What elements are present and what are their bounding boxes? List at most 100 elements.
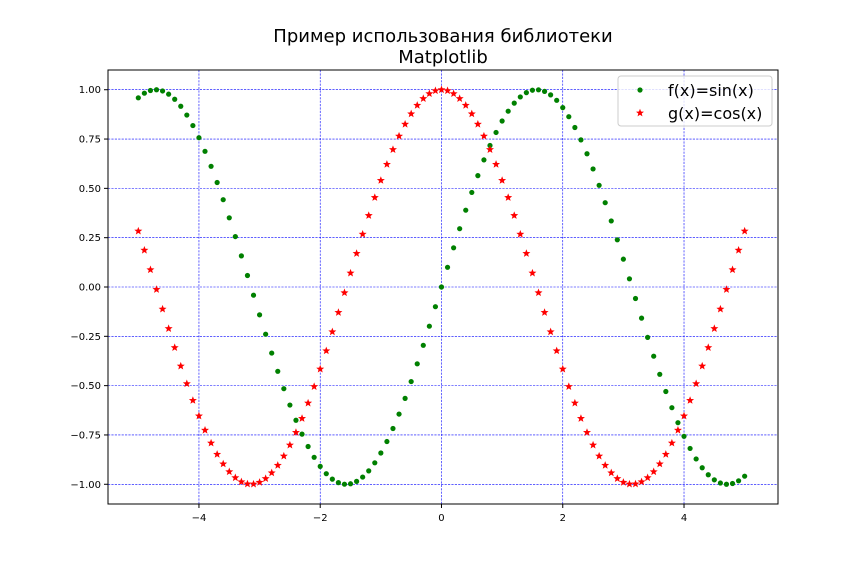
cos-data-point [479, 131, 488, 140]
cos-data-point [358, 230, 367, 238]
chart-title-line-2: Matplotlib [398, 47, 488, 68]
cos-data-point [540, 308, 549, 316]
cos-data-point [546, 327, 555, 336]
y-tick-label: −0.50 [70, 381, 101, 392]
sin-data-point [566, 114, 572, 120]
sin-data-point [384, 438, 390, 445]
cos-data-point [207, 438, 216, 447]
series-cos [134, 85, 749, 488]
sin-data-point [226, 215, 232, 221]
sin-data-point [548, 92, 554, 98]
sin-data-point [432, 304, 439, 310]
sin-data-point [323, 471, 329, 477]
sin-data-point [408, 378, 414, 385]
sin-data-point [626, 276, 633, 282]
sin-data-point [311, 454, 317, 460]
y-tick-label: 0.75 [79, 135, 101, 146]
sin-data-point [693, 456, 699, 462]
data-series [134, 85, 749, 488]
sin-data-point [147, 87, 154, 94]
cos-data-point [407, 109, 416, 118]
cos-data-point [631, 479, 640, 488]
sin-data-point [426, 323, 432, 329]
sin-data-point [499, 118, 505, 124]
sin-data-point [723, 481, 730, 487]
sin-data-point [687, 445, 693, 452]
cos-data-point [534, 288, 543, 297]
cos-data-point [176, 361, 185, 370]
cos-data-point [498, 176, 507, 184]
cos-data-point [346, 268, 355, 277]
sin-data-point [196, 135, 202, 141]
sin-data-point [293, 417, 299, 423]
cos-data-point [419, 94, 428, 102]
sin-data-point [602, 200, 608, 206]
sin-data-point [651, 353, 657, 359]
cos-data-point [673, 426, 682, 434]
cos-data-point [370, 193, 379, 201]
sin-data-point [675, 420, 681, 426]
cos-data-point [316, 364, 325, 373]
sin-data-point [578, 137, 584, 143]
y-tick-label: 0.50 [79, 184, 101, 195]
y-tick-label: 1.00 [79, 85, 101, 96]
sin-data-point [305, 443, 311, 450]
cos-data-point [310, 382, 319, 390]
sin-data-point [184, 112, 190, 118]
cos-data-point [158, 304, 167, 313]
cos-data-point [637, 477, 646, 486]
sin-data-point [742, 473, 748, 479]
cos-data-point [413, 101, 422, 109]
cos-data-point [467, 109, 476, 118]
cos-data-point [237, 477, 246, 486]
sin-data-point [287, 402, 293, 408]
cos-data-point [722, 285, 731, 293]
y-tick-label: −0.25 [70, 332, 101, 343]
cos-data-point [558, 364, 567, 373]
sin-data-point [705, 472, 711, 478]
sin-data-point [141, 90, 147, 96]
sin-data-point [135, 95, 141, 101]
sin-data-point [438, 284, 445, 290]
sin-data-point [159, 88, 166, 94]
sin-data-point [493, 129, 499, 136]
chart-title-line-1: Пример использования библиотеки [273, 26, 612, 47]
sin-data-point [360, 474, 366, 480]
sin-data-point [735, 478, 742, 484]
sin-data-point [378, 450, 384, 456]
sin-data-point [269, 350, 275, 356]
sin-data-point [481, 157, 487, 163]
cos-data-point [492, 160, 501, 168]
cos-data-point [692, 379, 701, 388]
axis-ticks: −4 −2 0 2 4 −1.00 −0.75 −0.50 −0.25 0.00 0.25 0.50 0… [70, 85, 687, 524]
sin-data-point [645, 334, 651, 341]
cos-data-point [291, 428, 300, 436]
cos-data-point [279, 451, 288, 460]
sin-data-point [729, 480, 736, 487]
sin-data-point [505, 108, 511, 114]
cos-data-point [225, 467, 234, 476]
sin-data-point [281, 386, 287, 392]
sin-data-point [372, 460, 378, 466]
sin-data-point [299, 431, 305, 437]
cos-data-point [461, 101, 470, 109]
cos-data-point [667, 438, 676, 447]
cos-data-point [382, 160, 391, 168]
x-tick-label: 0 [438, 513, 444, 524]
legend-markers [636, 87, 644, 117]
x-tick-label: −4 [192, 513, 207, 524]
cos-data-point [552, 346, 561, 355]
cos-data-point [576, 414, 585, 422]
cos-data-point [231, 473, 240, 482]
sin-data-point [620, 256, 626, 262]
cos-data-point [134, 226, 143, 235]
sin-data-point [451, 245, 457, 251]
sin-data-point [214, 179, 220, 186]
sin-data-point [263, 331, 269, 337]
sin-data-point [390, 425, 396, 432]
cos-data-point [401, 119, 410, 128]
sin-data-point [329, 476, 335, 482]
cos-data-point [273, 461, 282, 469]
cos-data-point [334, 308, 343, 316]
cos-data-point [340, 288, 349, 297]
